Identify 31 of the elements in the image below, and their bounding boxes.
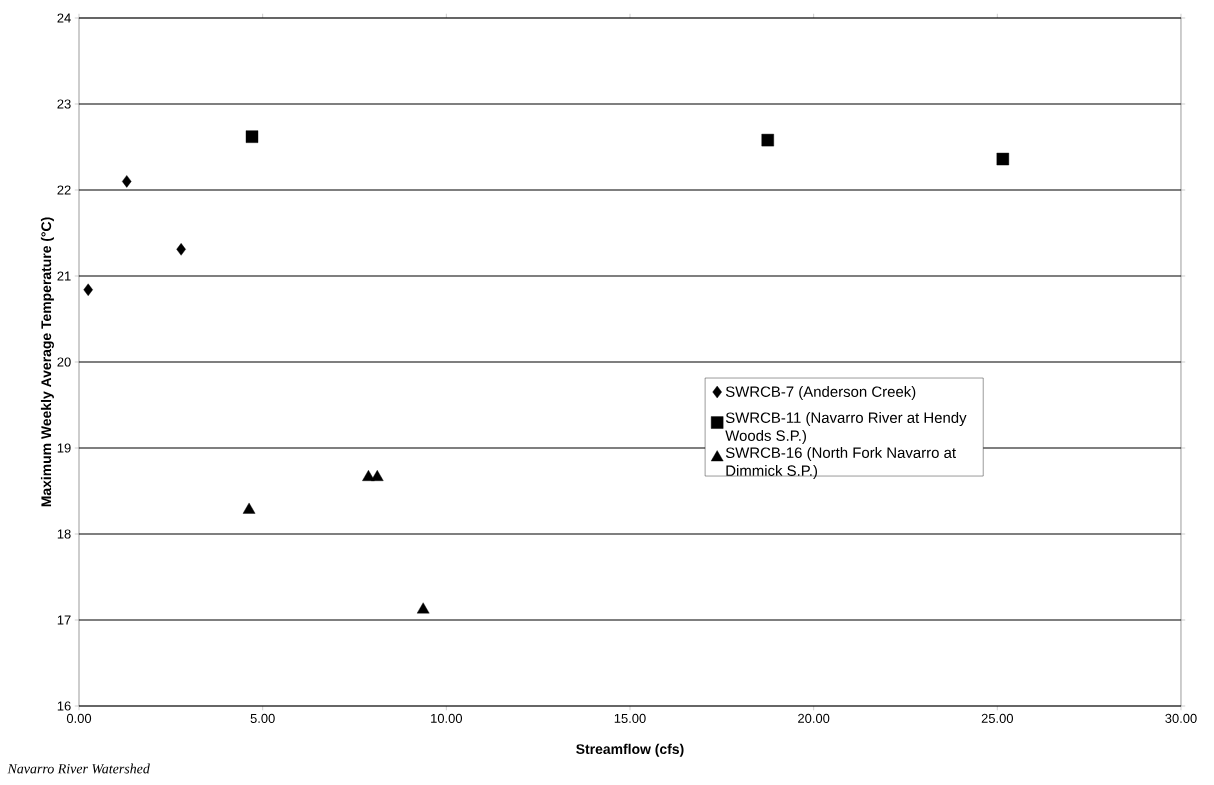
x-tick-label: 0.00 xyxy=(66,713,92,723)
y-tick-label: 22 xyxy=(57,185,71,195)
text: Navarro River Watershed xyxy=(7,763,150,774)
x-axis-title: Streamflow (cfs) xyxy=(576,743,684,757)
x-tick-label: 15.00 xyxy=(614,713,646,723)
x-tick-label: 10.00 xyxy=(431,713,463,723)
y-tick-label: 16 xyxy=(57,701,71,711)
y-tick-label: 17 xyxy=(57,615,71,625)
y-tick-label: 19 xyxy=(57,443,71,453)
point xyxy=(122,175,132,188)
x-tick-label: 5.00 xyxy=(250,713,275,723)
legend-label: SWRCB-11 (Navarro River at Hendy Woods S.P.) xyxy=(725,412,967,444)
x-tick-label: 20.00 xyxy=(798,713,830,723)
point xyxy=(416,602,430,614)
point xyxy=(83,283,93,296)
point xyxy=(245,130,259,143)
y-tick-label: 24 xyxy=(57,13,71,23)
y-tick-label: 21 xyxy=(57,271,71,281)
x-tick-label: 30.00 xyxy=(1165,713,1197,723)
y-tick-label: 20 xyxy=(57,357,71,367)
point xyxy=(761,133,774,147)
y-tick-label: 18 xyxy=(57,529,71,539)
point xyxy=(176,243,186,256)
point xyxy=(371,470,384,481)
legend-label: SWRCB-7 (Anderson Creek) xyxy=(725,386,916,400)
y-tick-label: 23 xyxy=(57,99,71,109)
point xyxy=(996,152,1010,166)
x-tick-label: 25.00 xyxy=(981,713,1014,723)
legend-label: SWRCB-16 (North Fork Navarro at Dimmick S.P.) xyxy=(725,447,956,479)
point xyxy=(242,502,256,514)
y-axis-title: Maximum Weekly Average Temperature (°C) xyxy=(40,217,54,507)
